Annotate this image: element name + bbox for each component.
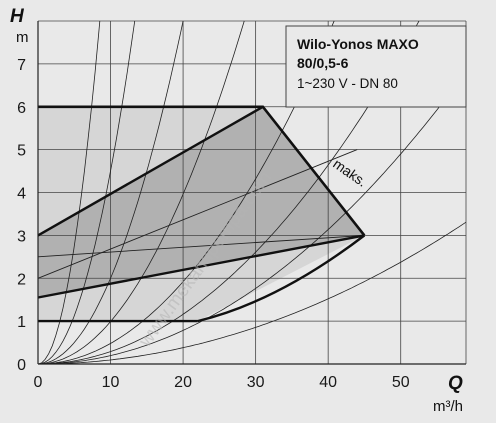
pump-curves — [37, 105, 366, 323]
system-curve — [38, 221, 466, 364]
x-tick-label: 20 — [174, 374, 192, 391]
y-tick-label: 3 — [17, 228, 26, 245]
intermediate-curve — [37, 234, 365, 258]
info-title-line-2: 80/0,5-6 — [297, 55, 349, 71]
x-tick-label: 40 — [319, 374, 337, 391]
tick-labels: 0 10 20 30 40 50 0 1 2 3 4 5 6 7 — [17, 57, 410, 391]
min-curve — [197, 234, 366, 323]
lower-boundary-curve — [37, 234, 365, 299]
y-tick-label: 4 — [17, 186, 26, 203]
y-tick-label: 7 — [17, 57, 26, 74]
y-axis-symbol: H — [10, 6, 25, 27]
max-curve-label: maks. — [330, 155, 370, 190]
y-tick-label: 6 — [17, 100, 26, 117]
x-tick-label: 50 — [392, 374, 410, 391]
y-tick-label: 0 — [17, 357, 26, 374]
y-tick-label: 1 — [17, 314, 26, 331]
x-axis-symbol: Q — [448, 373, 463, 394]
y-tick-label: 5 — [17, 143, 26, 160]
upper-boundary-curve — [37, 105, 264, 237]
y-tick-label: 2 — [17, 271, 26, 288]
x-axis-unit: m³/h — [433, 398, 463, 415]
system-curve — [38, 21, 136, 364]
system-curve — [38, 21, 335, 364]
system-curve — [38, 71, 466, 364]
system-curve — [38, 21, 184, 364]
intermediate-curve — [37, 149, 358, 279]
info-title-line-1: Wilo-Yonos MAXO — [297, 36, 419, 52]
info-box — [285, 25, 467, 108]
x-tick-label: 10 — [102, 374, 120, 391]
x-tick-label: 0 — [34, 374, 43, 391]
axes — [37, 21, 466, 365]
x-tick-label: 30 — [247, 374, 265, 391]
y-axis-unit: m — [16, 29, 29, 46]
info-subtitle: 1~230 V - DN 80 — [297, 76, 398, 91]
